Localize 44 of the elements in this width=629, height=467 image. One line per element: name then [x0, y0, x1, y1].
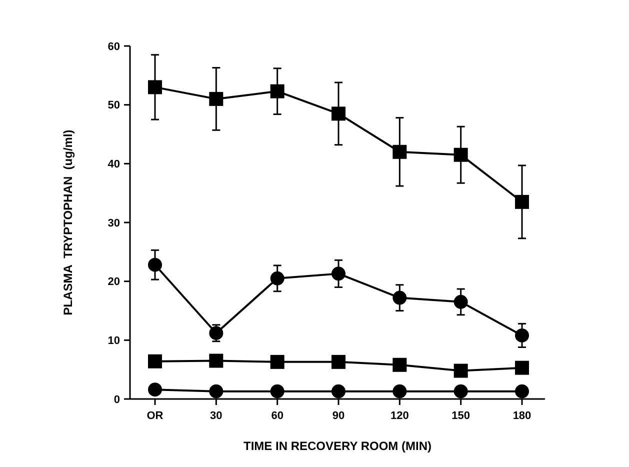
y-tick-label: 30 — [108, 217, 120, 230]
point — [270, 354, 284, 369]
point — [515, 328, 529, 342]
point — [515, 360, 529, 375]
point — [148, 382, 162, 397]
y-tick-label: 50 — [108, 100, 120, 112]
x-tick-label: 90 — [332, 410, 345, 422]
point — [332, 106, 346, 121]
point — [515, 384, 529, 398]
point — [454, 364, 468, 378]
x-tick-label: OR — [146, 410, 164, 422]
point — [392, 384, 407, 398]
point — [270, 84, 284, 98]
x-axis-title: TIME IN RECOVERY ROOM (MIN) — [243, 439, 432, 453]
x-tick-label: 60 — [271, 410, 284, 422]
x-tick-label: 120 — [390, 410, 409, 422]
point — [332, 354, 346, 369]
point — [454, 148, 468, 162]
point — [454, 384, 468, 398]
y-tick-label: 10 — [108, 335, 120, 348]
point — [454, 294, 468, 309]
y-tick-label: 0 — [114, 394, 120, 406]
point — [209, 92, 224, 106]
x-tick-label: 30 — [210, 410, 222, 422]
point — [148, 354, 162, 368]
point — [270, 271, 284, 286]
x-tick-label: 180 — [512, 410, 532, 422]
point — [209, 354, 224, 368]
y-tick-label: 60 — [108, 40, 120, 53]
point — [392, 290, 407, 305]
point — [392, 144, 407, 159]
x-tick-label: 150 — [452, 410, 470, 422]
y-tick-label: 40 — [108, 158, 120, 171]
point — [148, 258, 162, 272]
point — [332, 384, 346, 398]
y-axis-title: PLASMA TRYPTOPHAN (ug/ml) — [61, 130, 75, 316]
point — [515, 194, 529, 209]
point — [148, 80, 162, 94]
point — [209, 326, 224, 340]
point — [332, 266, 346, 281]
point — [209, 384, 224, 398]
point — [270, 384, 284, 398]
y-tick-label: 20 — [108, 276, 120, 288]
point — [392, 358, 407, 372]
